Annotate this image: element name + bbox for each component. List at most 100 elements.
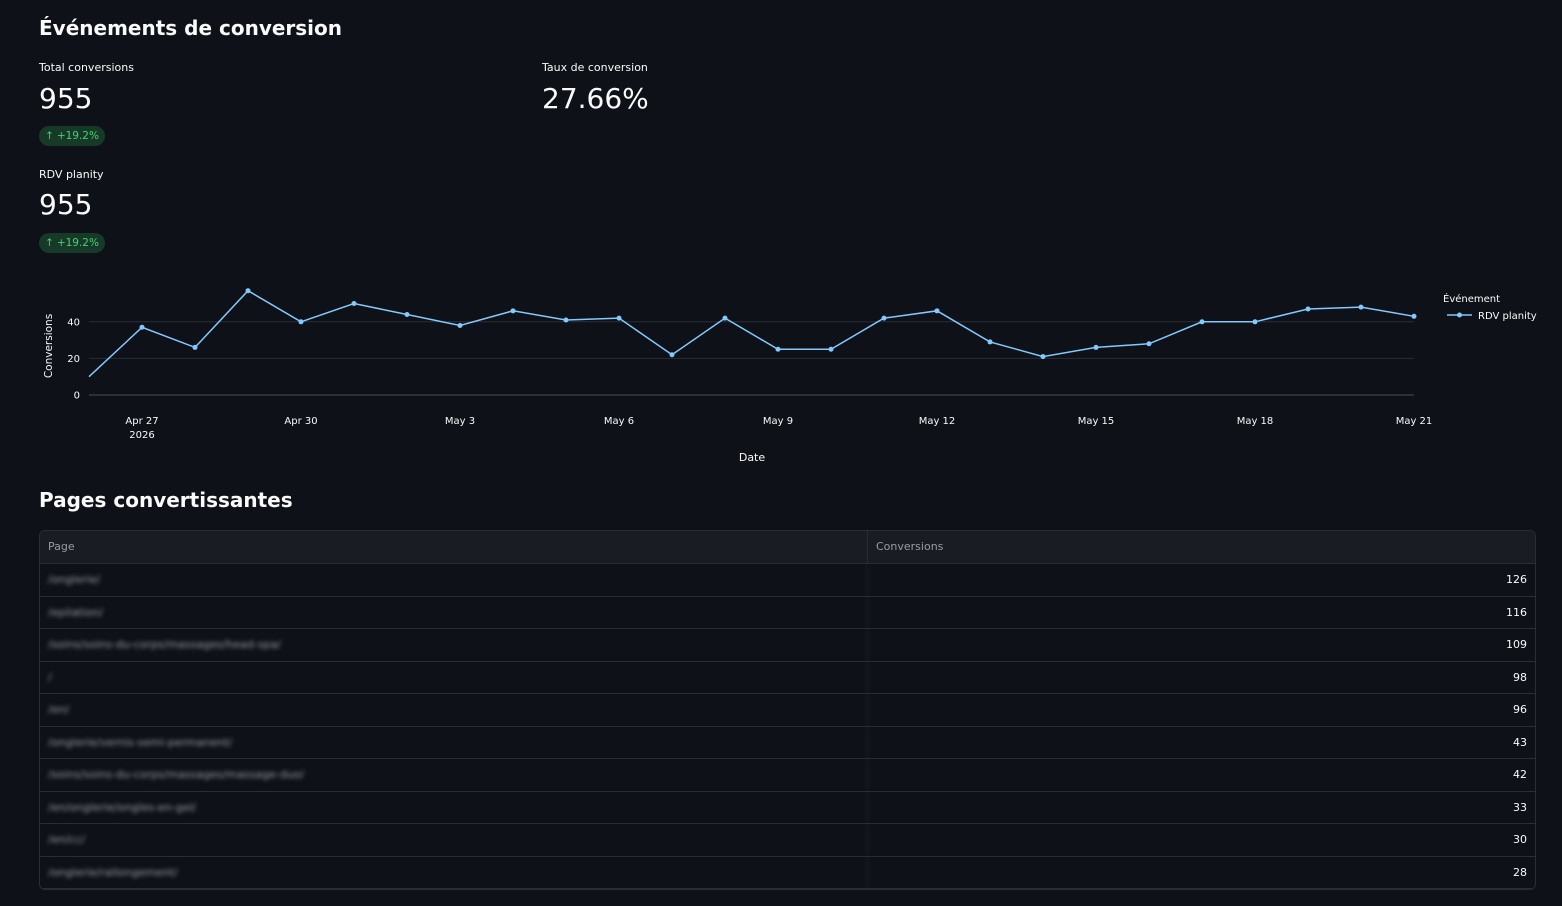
data-point[interactable]: [563, 317, 569, 323]
metric-label-total-conversions: Total conversions: [39, 61, 134, 74]
data-point[interactable]: [457, 322, 463, 328]
data-point[interactable]: [1146, 341, 1152, 347]
table-cell-conversions[interactable]: 43: [1513, 735, 1527, 749]
data-point[interactable]: [987, 339, 993, 345]
chart-x-ticks: Apr 27 2026 Apr 30 May 3 May 6 May 9 May 12 May…: [125, 416, 1432, 441]
table-row[interactable]: /soins/soins-du-corps/massages/head-spa/…: [40, 629, 1535, 662]
column-header-conversions[interactable]: Conversions: [876, 540, 944, 553]
table-cell-page[interactable]: /epilation/: [40, 596, 868, 628]
table-header: Page Conversions: [40, 531, 1535, 564]
data-point[interactable]: [1358, 304, 1364, 310]
series-line: [88, 289, 1415, 378]
data-point[interactable]: [616, 315, 622, 321]
data-point[interactable]: [245, 288, 251, 294]
x-tick-label: May 3: [445, 416, 475, 427]
delta-text: +19.2%: [56, 130, 99, 142]
chart-x-axis-label: Date: [739, 451, 766, 464]
table-cell-page[interactable]: /en/cc/: [40, 824, 868, 856]
data-point[interactable]: [404, 311, 410, 317]
table-row[interactable]: /en/cc/30: [40, 824, 1535, 857]
table-body: /onglerie/126/epilation/116/soins/soins-…: [40, 564, 1535, 889]
table-cell-page[interactable]: /soins/soins-du-corps/massages/head-spa/: [40, 629, 868, 661]
x-tick-label: Apr 27: [125, 416, 158, 427]
table-cell-page[interactable]: /en/: [40, 694, 868, 726]
data-point[interactable]: [1040, 354, 1046, 360]
table-cell-page[interactable]: /soins/soins-du-corps/massages/massage-d…: [40, 759, 868, 791]
table-row[interactable]: /en/96: [40, 694, 1535, 727]
data-point[interactable]: [510, 308, 516, 314]
table-row[interactable]: /onglerie/126: [40, 564, 1535, 597]
metric-label-rdv-planity: RDV planity: [39, 168, 104, 181]
metric-delta-total-conversions: ↑ +19.2%: [39, 126, 105, 146]
table-cell-page[interactable]: /en/onglerie/ongles-en-gel/: [40, 791, 868, 823]
table-cell-conversions[interactable]: 109: [1506, 638, 1527, 651]
table-cell-page[interactable]: /onglerie/vernis-semi-permanent/: [40, 726, 868, 758]
chart-y-ticks: 0 20 40: [67, 317, 80, 401]
table-cell-conversions[interactable]: 98: [1513, 670, 1527, 684]
table-cell-conversions[interactable]: 42: [1513, 768, 1527, 781]
data-point[interactable]: [934, 308, 940, 314]
table-row[interactable]: /epilation/116: [40, 596, 1535, 629]
metric-delta-rdv-planity: ↑ +19.2%: [39, 233, 105, 253]
table-row[interactable]: / 98: [40, 661, 1535, 694]
arrow-up-icon: ↑: [45, 130, 54, 142]
data-point[interactable]: [881, 315, 887, 321]
table-row[interactable]: /soins/soins-du-corps/massages/massage-d…: [40, 759, 1535, 792]
x-tick-label: May 9: [763, 416, 793, 427]
data-point[interactable]: [298, 319, 304, 325]
x-tick-sublabel: 2026: [129, 430, 154, 441]
table-row[interactable]: /en/onglerie/ongles-en-gel/33: [40, 791, 1535, 824]
table-row[interactable]: /onglerie/rallongement/28: [40, 856, 1535, 889]
table-cell-conversions[interactable]: 126: [1506, 573, 1527, 586]
x-tick-label: May 15: [1078, 416, 1115, 427]
column-header-page[interactable]: Page: [40, 531, 868, 563]
conversions-line-chart[interactable]: 0 20 40 Apr 27 2026 Apr 30 May 3 May 6 May 9 May…: [0, 270, 1562, 470]
table-cell-page[interactable]: /: [40, 661, 868, 693]
data-point[interactable]: [828, 346, 834, 352]
table-cell-conversions[interactable]: 28: [1513, 865, 1527, 879]
table-cell-page[interactable]: /onglerie/rallongement/: [40, 856, 868, 888]
table-cell-page[interactable]: /onglerie/: [40, 564, 868, 596]
chart-gridlines: [89, 321, 1414, 396]
data-point[interactable]: [192, 344, 198, 350]
x-tick-label: May 18: [1237, 416, 1274, 427]
table-cell-conversions[interactable]: 96: [1513, 703, 1527, 716]
table-cell-conversions[interactable]: 30: [1513, 833, 1527, 846]
section-title-converting-pages: Pages convertissantes: [39, 488, 293, 512]
table-row[interactable]: /onglerie/vernis-semi-permanent/43: [40, 726, 1535, 759]
data-point[interactable]: [722, 315, 728, 321]
data-point[interactable]: [1093, 344, 1099, 350]
table-cell-conversions[interactable]: 116: [1506, 605, 1527, 619]
chart-y-axis-label: Conversions: [43, 314, 55, 378]
x-tick-label: May 6: [604, 416, 634, 427]
y-tick-label: 0: [74, 391, 80, 402]
metric-value-conversion-rate: 27.66%: [542, 82, 649, 115]
data-point[interactable]: [1252, 319, 1258, 325]
data-point[interactable]: [1199, 319, 1205, 325]
table-cell-conversions[interactable]: 33: [1513, 800, 1527, 814]
metric-value-total-conversions: 955: [39, 82, 93, 115]
metric-label-conversion-rate: Taux de conversion: [542, 61, 648, 74]
legend-marker: [1457, 312, 1462, 318]
chart-legend: Événement RDV planity: [1443, 292, 1537, 322]
x-tick-label: Apr 30: [284, 416, 317, 427]
legend-item-rdv-planity: RDV planity: [1478, 311, 1537, 322]
data-point[interactable]: [351, 301, 357, 306]
x-tick-label: May 12: [919, 416, 956, 427]
x-tick-label: May 21: [1396, 416, 1433, 427]
metric-value-rdv-planity: 955: [39, 188, 93, 221]
table-filler: [40, 889, 1535, 890]
section-title-conversion-events: Événements de conversion: [39, 16, 343, 40]
converting-pages-table[interactable]: Page Conversions /onglerie/126/epilation…: [39, 530, 1536, 890]
delta-text: +19.2%: [56, 237, 99, 249]
data-point[interactable]: [1305, 306, 1311, 312]
chart-series: [88, 288, 1417, 378]
legend-title: Événement: [1443, 292, 1500, 305]
y-tick-label: 40: [67, 317, 80, 328]
arrow-up-icon: ↑: [45, 237, 54, 249]
data-point[interactable]: [669, 352, 675, 358]
data-point[interactable]: [1411, 313, 1417, 319]
data-point[interactable]: [775, 346, 781, 352]
y-tick-label: 20: [67, 354, 80, 365]
data-point[interactable]: [139, 324, 145, 330]
